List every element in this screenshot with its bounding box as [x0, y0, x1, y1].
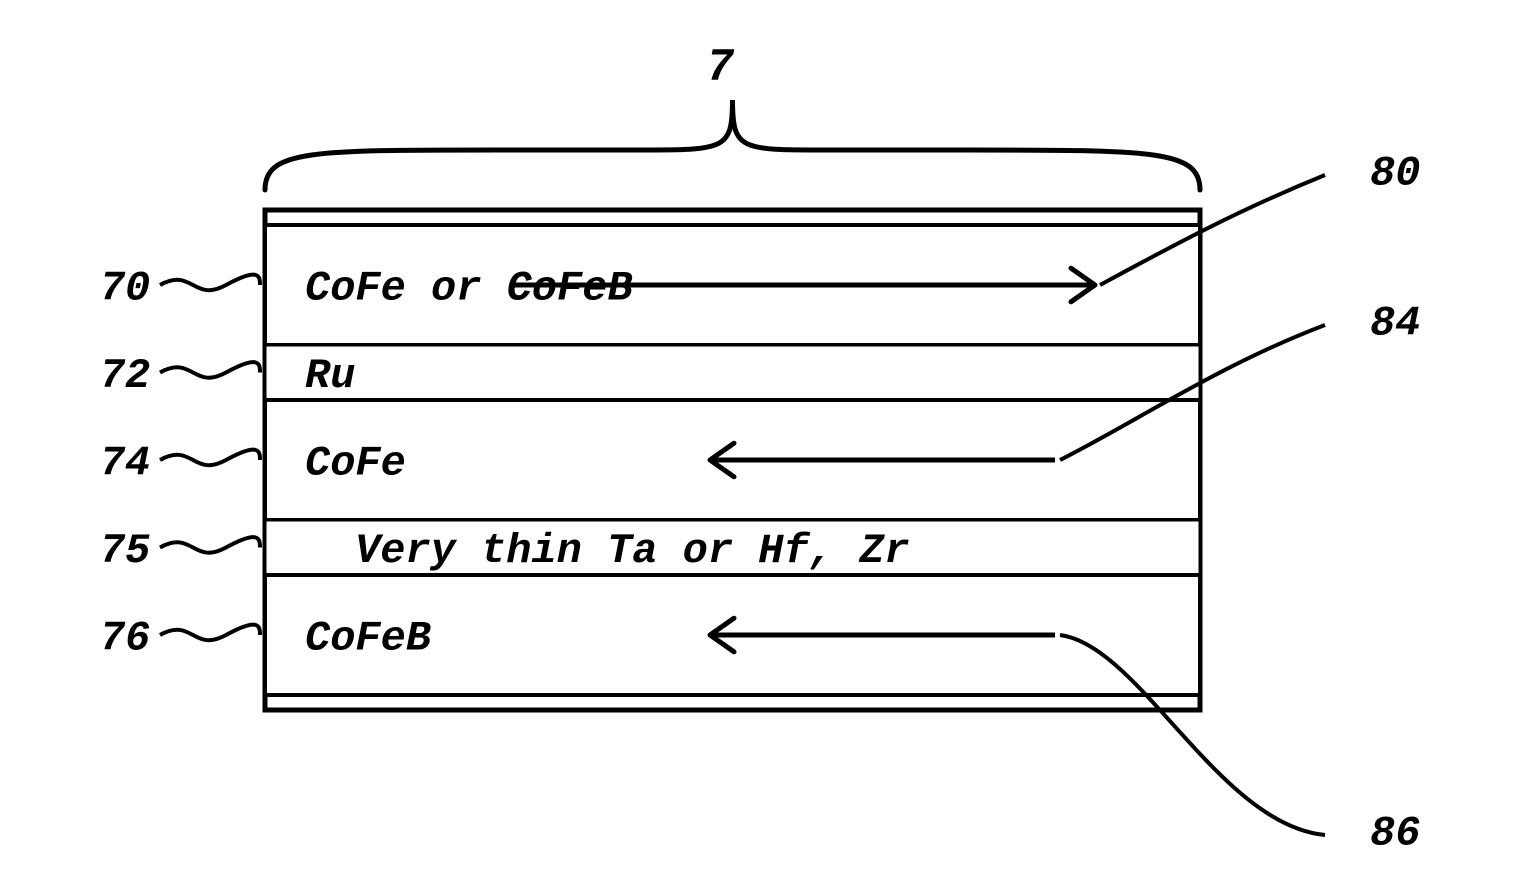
ref-76: 76: [100, 615, 150, 663]
stack-brace: [265, 100, 1200, 190]
ref-84: 84: [1370, 300, 1420, 348]
ref-stack: 7: [706, 42, 735, 94]
ref-70: 70: [100, 265, 150, 313]
layer-label-l74: CoFe: [305, 440, 406, 488]
layer-label-l70: CoFe or CoFeB: [305, 265, 633, 313]
ref-leader-74: [160, 450, 260, 466]
ref-75: 75: [100, 527, 150, 575]
ref-72: 72: [100, 352, 150, 400]
ref-leader-70: [160, 275, 260, 291]
ref-80: 80: [1370, 150, 1420, 198]
ref-leader-76: [160, 625, 260, 641]
layer-label-l72: Ru: [305, 352, 355, 400]
ref-74: 74: [100, 440, 150, 488]
ref-leader-75: [160, 537, 260, 553]
layer-label-l75: Very thin Ta or Hf, Zr: [355, 527, 910, 575]
ref-86: 86: [1370, 810, 1420, 858]
layer-label-l76: CoFeB: [305, 615, 431, 663]
ref-leader-72: [160, 362, 260, 378]
layer-l72: [265, 345, 1200, 400]
